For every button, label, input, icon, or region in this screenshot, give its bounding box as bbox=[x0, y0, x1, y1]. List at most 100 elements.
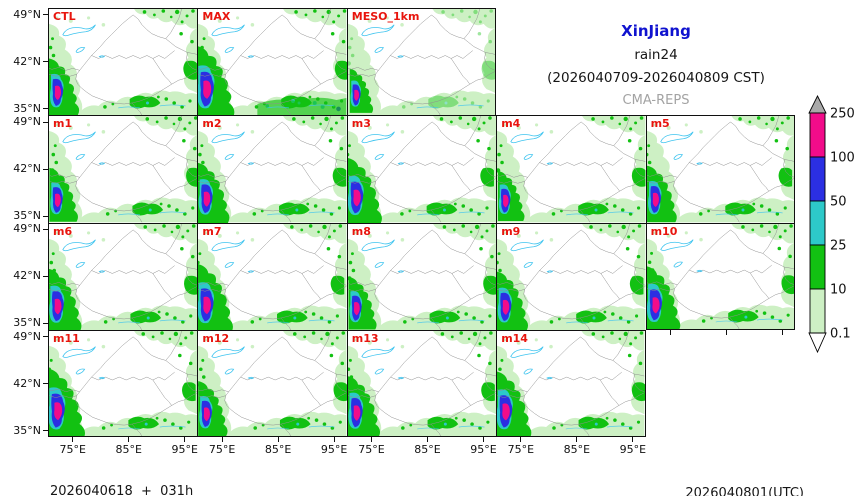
panel-m4: m4 bbox=[496, 115, 646, 223]
axis-tick bbox=[426, 437, 428, 443]
axis-tick bbox=[128, 437, 130, 443]
panel-CTL: CTL bbox=[48, 8, 198, 116]
axis-tick bbox=[277, 437, 279, 443]
panel-m9: m9 bbox=[496, 222, 646, 331]
axis-tick bbox=[43, 383, 48, 385]
axis-tick bbox=[43, 275, 48, 277]
panel-label: m5 bbox=[650, 117, 670, 131]
panel-label: m1 bbox=[53, 117, 73, 131]
axis-tick bbox=[370, 437, 372, 443]
axis-tick bbox=[333, 437, 335, 443]
panel-label: MAX bbox=[202, 10, 231, 23]
panel-label: m13 bbox=[351, 332, 379, 346]
axis-tick bbox=[483, 437, 484, 443]
axis-tick bbox=[43, 14, 48, 16]
figure-title-variable: rain24 bbox=[634, 47, 678, 63]
lon-tick-label: 85°E bbox=[414, 443, 441, 457]
axis-tick bbox=[43, 108, 48, 110]
lat-tick-label: 42°N bbox=[13, 54, 41, 68]
panel-label: m12 bbox=[202, 332, 230, 346]
panel-m12: m12 bbox=[197, 330, 347, 438]
axis-tick bbox=[576, 437, 578, 443]
lat-tick-label: 35°N bbox=[13, 101, 41, 115]
lon-tick-label: 85°E bbox=[264, 443, 292, 457]
lat-tick-label: 35°N bbox=[13, 316, 41, 330]
axis-tick bbox=[43, 121, 48, 123]
lon-tick-label: 75°E bbox=[59, 443, 86, 457]
panel-label: m9 bbox=[501, 224, 521, 238]
axis-tick bbox=[520, 437, 522, 443]
figure-title-period: (2026040709-2026040809 CST) bbox=[547, 70, 765, 86]
colorbar-level-label: 250 bbox=[830, 107, 855, 122]
panel-label: MESO_1km bbox=[351, 10, 420, 23]
panel-label: m7 bbox=[202, 224, 222, 238]
figure-title-model: CMA-REPS bbox=[622, 93, 690, 108]
axis-tick bbox=[669, 330, 671, 336]
panel-label: m8 bbox=[351, 224, 371, 238]
panel-m7: m7 bbox=[197, 222, 347, 331]
lat-tick-label: 49°N bbox=[13, 115, 41, 128]
panel-m13: m13 bbox=[346, 330, 497, 438]
colorbar-level-label: 100 bbox=[830, 151, 855, 166]
panel-label: m2 bbox=[202, 117, 222, 131]
panel-m1: m1 bbox=[48, 115, 198, 223]
colorbar-level-label: 10 bbox=[830, 283, 847, 298]
lon-tick-label: 75°E bbox=[507, 443, 535, 457]
valid-time-block: 2026040801(UTC) 2026040809(CST) bbox=[685, 453, 804, 496]
lat-tick-label: 35°N bbox=[13, 209, 41, 222]
lon-tick-label: 95°E bbox=[470, 443, 497, 457]
axis-tick bbox=[43, 322, 48, 324]
lat-tick-label: 49°N bbox=[13, 7, 41, 21]
lat-tick-label: 35°N bbox=[13, 423, 41, 437]
lat-tick-label: 49°N bbox=[13, 222, 41, 236]
lat-tick-label: 42°N bbox=[13, 269, 41, 283]
axis-tick bbox=[725, 330, 727, 336]
axis-tick bbox=[72, 437, 74, 443]
axis-tick bbox=[43, 228, 48, 230]
panel-m14: m14 bbox=[496, 330, 646, 438]
lon-tick-label: 75°E bbox=[208, 443, 236, 457]
lat-tick-label: 42°N bbox=[13, 376, 41, 390]
colorbar: 250 100 50 25 10 0.1 bbox=[803, 94, 860, 365]
init-time-block: 2026040618 + 031h 2026040702 + 031h bbox=[50, 451, 193, 496]
panel-label: m11 bbox=[53, 332, 80, 346]
panel-m6: m6 bbox=[48, 222, 198, 331]
axis-tick bbox=[781, 330, 783, 336]
panel-label: m14 bbox=[501, 332, 528, 346]
axis-tick bbox=[43, 168, 48, 170]
axis-tick bbox=[43, 430, 48, 432]
panel-label: m3 bbox=[351, 117, 371, 131]
axis-tick bbox=[43, 61, 48, 63]
lon-tick-label: 95°E bbox=[171, 443, 198, 457]
figure-title-region: XinJiang bbox=[621, 22, 691, 40]
axis-tick bbox=[43, 336, 48, 338]
panel-MESO_1km: MESO_1km bbox=[346, 8, 497, 116]
panel-label: m6 bbox=[53, 224, 73, 238]
lat-tick-label: 42°N bbox=[13, 162, 41, 175]
panel-m11: m11 bbox=[48, 330, 198, 438]
panel-m3: m3 bbox=[346, 115, 497, 223]
colorbar-level-label: 25 bbox=[830, 239, 847, 254]
lon-tick-label: 85°E bbox=[115, 443, 142, 457]
lon-tick-label: 75°E bbox=[358, 443, 385, 457]
lon-tick-label: 95°E bbox=[619, 443, 647, 457]
lat-tick-label: 49°N bbox=[13, 329, 41, 343]
valid-time-utc: 2026040801(UTC) bbox=[685, 486, 804, 496]
axis-tick bbox=[184, 437, 186, 443]
lon-tick-label: 85°E bbox=[563, 443, 591, 457]
axis-tick bbox=[43, 215, 48, 217]
colorbar-level-label: 50 bbox=[830, 195, 847, 210]
panel-MAX: MAX bbox=[197, 8, 347, 116]
panel-m5: m5 bbox=[645, 115, 795, 223]
panel-label: m4 bbox=[501, 117, 521, 131]
axis-tick bbox=[632, 437, 634, 443]
init-time-line1: 2026040618 + 031h bbox=[50, 484, 194, 496]
axis-tick bbox=[221, 437, 223, 443]
panel-m8: m8 bbox=[346, 222, 497, 331]
lon-tick-label: 95°E bbox=[320, 443, 348, 457]
panel-m2: m2 bbox=[197, 115, 347, 223]
panel-label: CTL bbox=[53, 10, 76, 23]
panel-m10: m10 bbox=[645, 222, 795, 331]
colorbar-level-label: 0.1 bbox=[830, 327, 851, 342]
